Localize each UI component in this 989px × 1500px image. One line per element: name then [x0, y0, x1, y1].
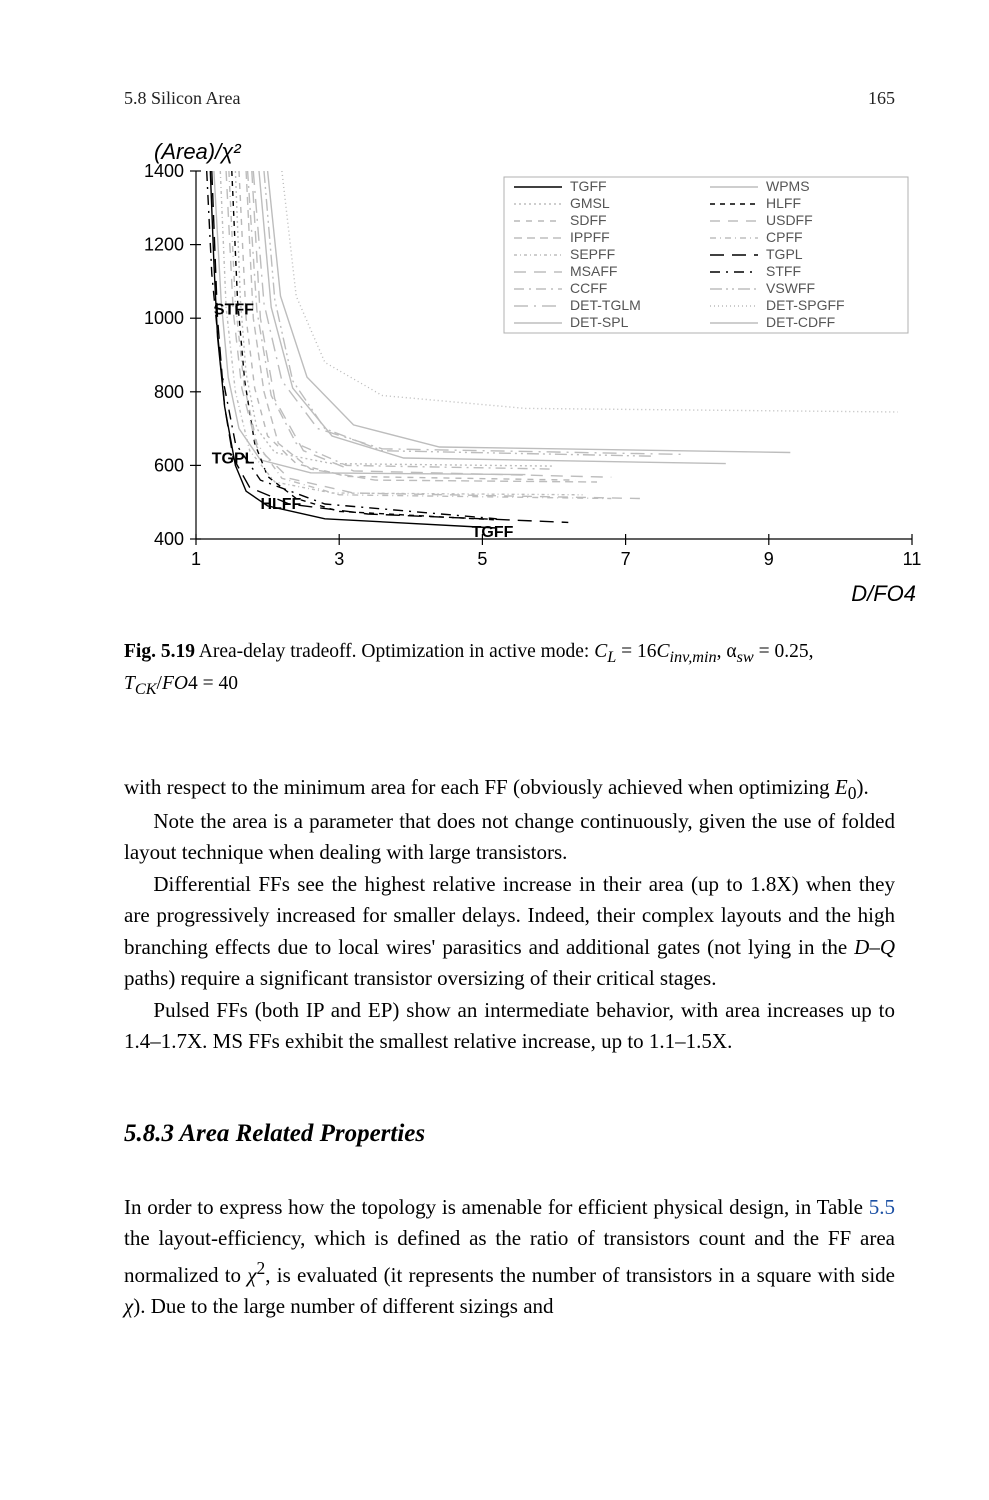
paragraph: with respect to the minimum area for eac… [124, 772, 895, 806]
body-text-block-1: with respect to the minimum area for eac… [124, 772, 895, 1058]
caption-sep: , [717, 641, 727, 662]
svg-text:TGFF: TGFF [570, 178, 607, 194]
svg-text:CPFF: CPFF [766, 229, 803, 245]
table-ref-link[interactable]: 5.5 [869, 1195, 895, 1219]
svg-text:600: 600 [154, 455, 184, 475]
header-left: 5.8 Silicon Area [124, 88, 240, 109]
svg-text:DET-SPGFF: DET-SPGFF [766, 297, 845, 313]
svg-text:1: 1 [191, 549, 201, 569]
paragraph: Differential FFs see the highest relativ… [124, 869, 895, 995]
running-header: 5.8 Silicon Area 165 [124, 88, 895, 109]
svg-text:5: 5 [477, 549, 487, 569]
svg-text:TGPL: TGPL [766, 246, 803, 262]
svg-text:800: 800 [154, 382, 184, 402]
svg-text:CCFF: CCFF [570, 280, 607, 296]
svg-text:9: 9 [764, 549, 774, 569]
y-axis-label: (Area)/χ² [154, 139, 241, 165]
caption-text-1: Area-delay tradeoff. Optimization in act… [195, 641, 594, 662]
body-text-block-2: In order to express how the topology is … [124, 1192, 895, 1323]
paragraph: Pulsed FFs (both IP and EP) show an inte… [124, 995, 895, 1058]
svg-text:1000: 1000 [144, 308, 184, 328]
svg-text:STFF: STFF [766, 263, 801, 279]
svg-text:HLFF: HLFF [766, 195, 801, 211]
section-heading: 5.8.3 Area Related Properties [124, 1120, 895, 1148]
figure-caption: Fig. 5.19 Area-delay tradeoff. Optimizat… [124, 637, 895, 702]
page: 5.8 Silicon Area 165 (Area)/χ² 400 600 800… [0, 0, 989, 1500]
svg-text:DET-CDFF: DET-CDFF [766, 314, 835, 330]
svg-text:TGPL: TGPL [212, 451, 255, 468]
svg-text:DET-TGLM: DET-TGLM [570, 297, 641, 313]
svg-text:TGFF: TGFF [472, 524, 514, 541]
svg-text:VSWFF: VSWFF [766, 280, 815, 296]
svg-text:3: 3 [334, 549, 344, 569]
svg-text:7: 7 [621, 549, 631, 569]
svg-text:11: 11 [903, 549, 922, 569]
area-delay-chart: 4006008001000120014001357911STFFTGPLHLFF… [124, 149, 924, 579]
svg-text:SDFF: SDFF [570, 212, 607, 228]
svg-text:STFF: STFF [214, 302, 254, 319]
svg-text:WPMS: WPMS [766, 178, 810, 194]
caption-eq2: αsw = 0.25 [726, 641, 808, 662]
figure-5-19: (Area)/χ² 4006008001000120014001357911ST… [124, 149, 924, 607]
paragraph: Note the area is a parameter that does n… [124, 806, 895, 869]
svg-text:1200: 1200 [144, 235, 184, 255]
caption-label: Fig. 5.19 [124, 641, 195, 662]
svg-text:DET-SPL: DET-SPL [570, 314, 629, 330]
svg-text:IPPFF: IPPFF [570, 229, 610, 245]
svg-text:SEPFF: SEPFF [570, 246, 615, 262]
paragraph: In order to express how the topology is … [124, 1192, 895, 1323]
header-page-number: 165 [868, 88, 895, 109]
caption-eq1: CL = 16Cinv,min [594, 641, 716, 662]
svg-text:HLFF: HLFF [260, 496, 301, 513]
x-axis-label: D/FO4 [124, 581, 924, 607]
svg-text:USDFF: USDFF [766, 212, 813, 228]
svg-text:MSAFF: MSAFF [570, 263, 617, 279]
svg-text:GMSL: GMSL [570, 195, 610, 211]
svg-text:400: 400 [154, 529, 184, 549]
